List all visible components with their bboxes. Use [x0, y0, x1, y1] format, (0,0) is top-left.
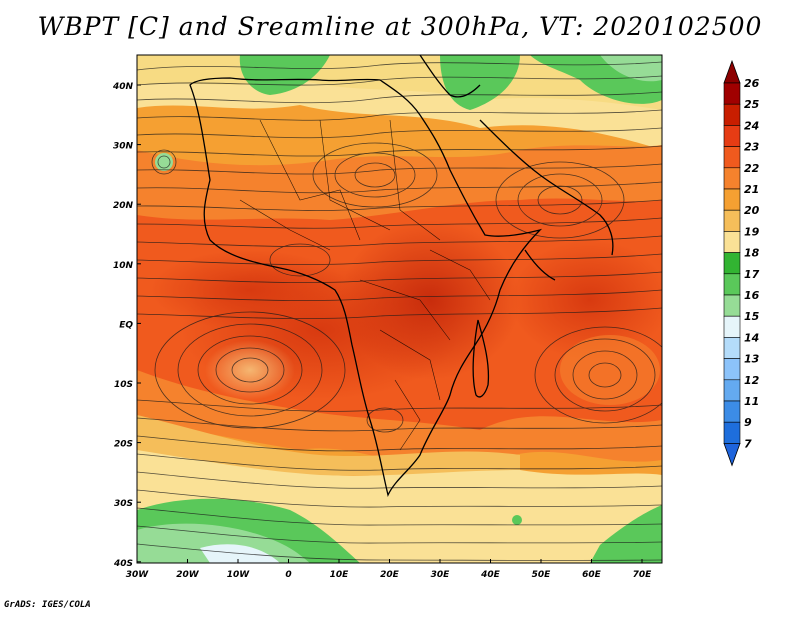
colorbar-label: 11: [744, 395, 759, 408]
colorbar-label: 9: [744, 416, 752, 429]
lon-label: 70E: [633, 570, 653, 580]
lat-label: 20S: [114, 440, 133, 450]
streamlines: [137, 61, 662, 561]
colorbar-swatch: [723, 103, 741, 126]
colorbar-swatch: [723, 252, 741, 275]
colorbar-swatch: [723, 379, 741, 402]
lat-label: 20N: [113, 201, 134, 211]
lon-label: 10W: [227, 570, 251, 580]
lat-label: 10S: [114, 380, 133, 390]
map-title: WBPT [C] and Sreamline at 300hPa, VT: 20…: [37, 12, 763, 41]
lon-label: 30E: [431, 570, 451, 580]
lon-label: 50E: [532, 570, 552, 580]
colorbar-swatch: [723, 209, 741, 232]
colorbar-label: 12: [744, 374, 760, 387]
colorbar-swatch: [723, 125, 741, 147]
colorbar-swatch: [723, 231, 741, 253]
lat-label: 30S: [114, 499, 133, 509]
lon-label: 30W: [126, 570, 150, 580]
colorbar-label: 7: [744, 437, 752, 450]
colorbar-label: 14: [744, 331, 759, 344]
borders: [239, 119, 491, 451]
colorbar-swatch: [723, 273, 741, 296]
colorbar-swatch: [723, 167, 741, 190]
colorbar-label: 20: [744, 204, 760, 217]
colorbar-label: 25: [744, 98, 760, 111]
latitude-axis: 40N 30N 20N 10N EQ 10S 20S 30S 40S: [112, 82, 141, 569]
colorbar-label: 16: [744, 289, 760, 302]
colorbar-swatch: [723, 400, 741, 423]
grads-credit: GrADS: IGES/COLA: [4, 600, 91, 610]
coastlines: [189, 55, 614, 497]
colorbar-label: 17: [744, 268, 760, 281]
lat-label: EQ: [119, 320, 133, 330]
colorbar: 26 25 24 23 22 21 20 19 18 17 16 15 14 13 12 11 9 7: [723, 59, 760, 467]
lon-label: 60E: [582, 570, 602, 580]
wbpt-shading: [137, 55, 662, 563]
colorbar-label: 19: [744, 225, 760, 238]
colorbar-label: 23: [744, 141, 760, 154]
colorbar-label: 18: [744, 247, 760, 260]
colorbar-bottom-arrow: [723, 442, 741, 467]
colorbar-label: 22: [744, 162, 760, 175]
colorbar-label: 26: [744, 77, 760, 90]
colorbar-swatch: [723, 82, 741, 105]
colorbar-top-arrow: [723, 59, 741, 84]
lon-label: 0: [285, 570, 291, 580]
lon-label: 10E: [330, 570, 350, 580]
colorbar-label: 13: [744, 353, 760, 366]
colorbar-swatch: [723, 358, 741, 381]
colorbar-label: 15: [744, 310, 760, 323]
lon-label: 20W: [176, 570, 200, 580]
colorbar-swatch: [723, 146, 741, 169]
colorbar-swatch: [723, 337, 741, 359]
map-frame: [136, 54, 663, 564]
colorbar-swatch: [723, 421, 741, 444]
colorbar-swatch: [723, 315, 741, 338]
lon-label: 40E: [480, 570, 501, 580]
longitude-axis: 30W 20W 10W 0 10E 20E 30E 40E 50E 60E 70E: [126, 559, 652, 580]
lat-label: 30N: [113, 142, 134, 152]
colorbar-swatch: [723, 188, 741, 211]
lat-label: 10N: [113, 261, 134, 271]
lat-label: 40N: [112, 82, 134, 92]
colorbar-label: 24: [744, 119, 759, 132]
lat-label: 40S: [113, 559, 133, 569]
lon-label: 20E: [380, 570, 400, 580]
colorbar-label: 21: [744, 183, 759, 196]
colorbar-swatch: [723, 294, 741, 317]
